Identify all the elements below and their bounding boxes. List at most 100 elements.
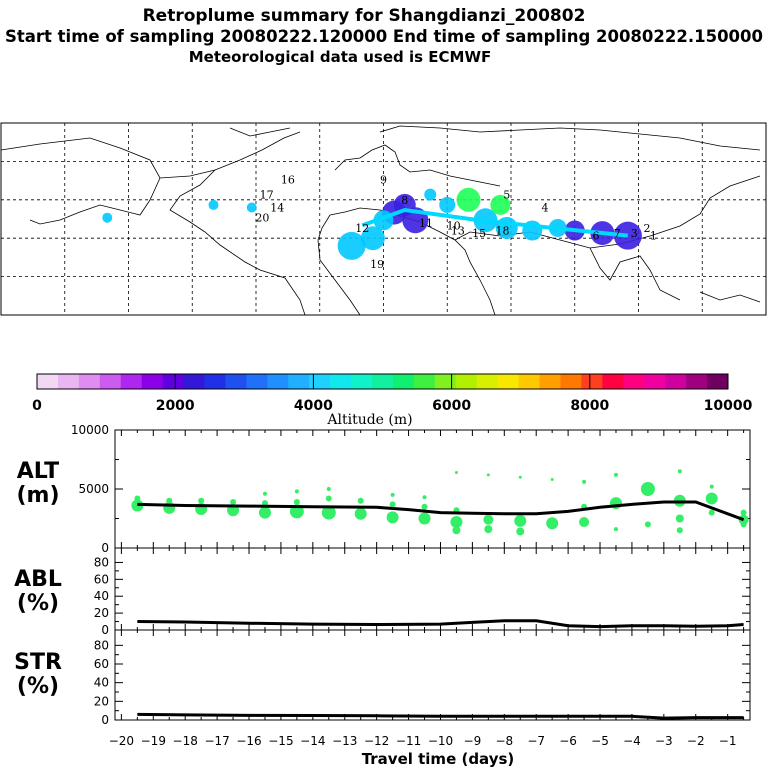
- altitude-point: [516, 527, 525, 536]
- time-series-panels: ALT(m)0500010000ABL(%)020406080STR(%)020…: [14, 423, 751, 727]
- x-axis-label: Travel time (days): [362, 750, 515, 768]
- altitude-point: [261, 500, 268, 507]
- altitude-point: [486, 473, 490, 477]
- altitude-point: [386, 511, 399, 524]
- trajectory-blob: [456, 187, 481, 212]
- y-tick-label: 40: [94, 589, 109, 603]
- y-tick-label: 20: [94, 694, 109, 708]
- altitude-point: [452, 526, 461, 535]
- altitude-point: [484, 525, 493, 534]
- colorbar-cell: [372, 374, 394, 389]
- altitude-point: [613, 527, 618, 532]
- altitude-point: [550, 478, 554, 482]
- colorbar-cell: [476, 374, 499, 389]
- x-tick-label: −16: [236, 734, 261, 748]
- x-tick-label: −11: [396, 734, 421, 748]
- x-tick-label: −7: [527, 734, 545, 748]
- met-data-line: Meteorological data used is ECMWF: [189, 48, 492, 66]
- x-tick-label: −12: [364, 734, 389, 748]
- map-day-label: 18: [496, 225, 510, 238]
- altitude-point: [518, 475, 522, 479]
- colorbar-cell: [686, 374, 708, 389]
- mean-altitude-line: [137, 500, 745, 522]
- x-tick-label: −9: [464, 734, 482, 748]
- colorbar-cell: [204, 374, 226, 389]
- trajectory-blob: [439, 196, 456, 213]
- altitude-point: [166, 497, 173, 504]
- altitude-point: [676, 527, 683, 534]
- x-tick-label: −17: [204, 734, 229, 748]
- panel-title: STR: [14, 650, 62, 675]
- altitude-point: [582, 479, 587, 484]
- altitude-point: [134, 495, 141, 502]
- altitude-point: [326, 487, 331, 491]
- panel-unit: (m): [16, 483, 59, 508]
- colorbar-tick-label: 6000: [432, 398, 471, 414]
- map-day-label: 10: [447, 219, 461, 232]
- altitude-point: [644, 521, 651, 528]
- trajectory-blob: [490, 194, 511, 215]
- colorbar-tick-label: 0: [32, 398, 42, 414]
- colorbar-cell: [120, 374, 143, 389]
- x-tick-label: −13: [332, 734, 357, 748]
- y-tick-label: 60: [94, 572, 109, 586]
- map-day-label: 17: [260, 189, 274, 202]
- altitude-point: [357, 497, 364, 504]
- map-day-label: 5: [503, 189, 510, 202]
- x-tick-label: −8: [495, 734, 513, 748]
- altitude-point: [294, 489, 299, 494]
- altitude-point: [354, 507, 367, 520]
- panel-title: ALT: [17, 459, 59, 484]
- panel-unit: (%): [17, 591, 59, 616]
- panel-frame: [114, 629, 751, 721]
- altitude-point: [422, 495, 427, 500]
- colorbar-cell: [539, 374, 561, 389]
- altitude-point: [321, 505, 336, 520]
- trajectory-markers: [102, 187, 642, 260]
- map-day-label: 9: [380, 173, 387, 186]
- map-graticule: [1, 123, 767, 315]
- altitude-point: [258, 506, 271, 519]
- x-tick-label: −10: [428, 734, 453, 748]
- colorbar-tick-label: 10000: [704, 398, 753, 414]
- colorbar-cell: [581, 374, 603, 389]
- colorbar-ticks: 0 2000 4000 6000 8000 10000: [32, 374, 753, 414]
- colorbar-cell: [518, 374, 541, 389]
- y-tick-label: 5000: [78, 482, 109, 496]
- colorbar-tick-label: 8000: [570, 398, 609, 414]
- altitude-point: [640, 482, 655, 496]
- x-tick-label: −18: [173, 734, 198, 748]
- trajectory-blob: [337, 231, 366, 260]
- panel-abl: ABL(%) 0 20 40 60 80: [14, 547, 751, 637]
- map-day-label: 6: [593, 230, 600, 243]
- y-tick-label: 0: [101, 541, 109, 555]
- altitude-point: [579, 517, 590, 528]
- y-tick-label: 80: [94, 638, 109, 652]
- panel-unit: (%): [17, 674, 59, 699]
- altitude-point: [483, 514, 494, 525]
- str-fraction-line: [137, 712, 744, 720]
- colorbar-cell: [665, 374, 687, 389]
- colorbar-cell: [392, 374, 415, 389]
- map-day-label: 15: [472, 227, 486, 240]
- y-tick-label: 0: [101, 623, 109, 637]
- map-day-label: 1: [650, 230, 657, 243]
- altitude-point: [230, 498, 237, 505]
- y-tick-label: 40: [94, 676, 109, 690]
- altitude-point: [740, 509, 747, 516]
- x-tick-label: −15: [268, 734, 293, 748]
- x-tick-label: −20: [109, 734, 134, 748]
- altitude-point: [705, 492, 718, 505]
- colorbar-cell: [560, 374, 582, 389]
- colorbar-label: Altitude (m): [326, 412, 412, 428]
- colorbar-cells: [37, 374, 729, 389]
- colorbar-cell: [707, 374, 729, 389]
- colorbar-cell: [602, 374, 624, 389]
- y-tick-label: 20: [94, 606, 109, 620]
- colorbar-cell: [434, 374, 457, 389]
- altitude-point: [677, 469, 682, 474]
- trajectory-blob: [102, 212, 113, 223]
- map-day-label: 16: [281, 173, 295, 186]
- colorbar-cell: [455, 374, 478, 389]
